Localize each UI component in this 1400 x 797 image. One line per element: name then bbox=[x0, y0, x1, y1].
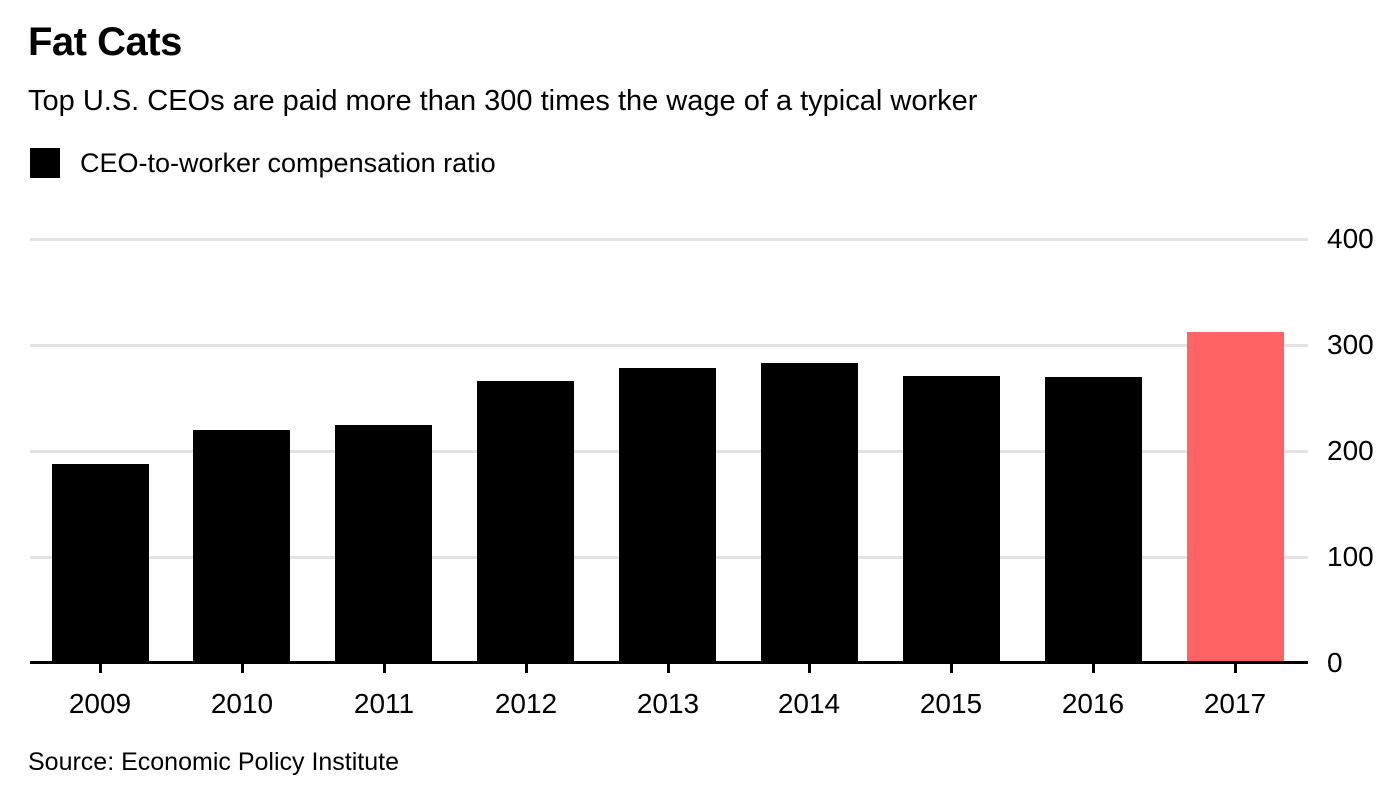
x-axis-label-2009: 2009 bbox=[68, 688, 132, 719]
y-axis-label-100: 100 bbox=[1327, 541, 1374, 572]
bar-2013 bbox=[619, 368, 716, 663]
x-axis-label-2011: 2011 bbox=[353, 688, 415, 719]
legend-label: CEO-to-worker compensation ratio bbox=[80, 148, 496, 178]
legend-swatch-icon bbox=[30, 148, 60, 178]
x-tick-2015 bbox=[950, 664, 953, 673]
x-tick-2010 bbox=[241, 664, 244, 673]
x-tick-2011 bbox=[383, 664, 386, 673]
x-axis-label-2013: 2013 bbox=[636, 688, 700, 719]
gridline-400 bbox=[30, 238, 1308, 241]
x-axis-label-2012: 2012 bbox=[494, 688, 558, 719]
x-axis-label-2010: 2010 bbox=[210, 688, 274, 719]
x-tick-2014 bbox=[808, 664, 811, 673]
x-tick-2016 bbox=[1092, 664, 1095, 673]
y-axis-label-0: 0 bbox=[1327, 647, 1343, 678]
x-axis-label-2016: 2016 bbox=[1061, 688, 1125, 719]
x-axis-line bbox=[30, 661, 1308, 664]
x-axis-label-2015: 2015 bbox=[919, 688, 983, 719]
y-axis-label-300: 300 bbox=[1327, 329, 1374, 360]
bar-2016 bbox=[1045, 377, 1142, 663]
x-tick-2017 bbox=[1234, 664, 1237, 673]
y-axis-label-400: 400 bbox=[1327, 223, 1374, 254]
legend: CEO-to-worker compensation ratio bbox=[30, 148, 496, 178]
bar-2009 bbox=[52, 464, 149, 663]
bar-2012 bbox=[477, 381, 574, 663]
bar-2015 bbox=[903, 376, 1000, 663]
y-axis-label-200: 200 bbox=[1327, 435, 1374, 466]
gridline-300 bbox=[30, 344, 1308, 347]
chart-title: Fat Cats bbox=[28, 20, 182, 64]
bar-2017 bbox=[1187, 332, 1284, 663]
x-axis-label-2014: 2014 bbox=[777, 688, 841, 719]
source-note: Source: Economic Policy Institute bbox=[28, 748, 399, 776]
bar-2011 bbox=[335, 425, 432, 664]
bar-2014 bbox=[761, 363, 858, 663]
bar-2010 bbox=[193, 430, 290, 663]
x-tick-2009 bbox=[99, 664, 102, 673]
x-axis-label-2017: 2017 bbox=[1203, 688, 1267, 719]
chart-subtitle: Top U.S. CEOs are paid more than 300 tim… bbox=[28, 85, 978, 117]
x-tick-2013 bbox=[667, 664, 670, 673]
x-tick-2012 bbox=[525, 664, 528, 673]
